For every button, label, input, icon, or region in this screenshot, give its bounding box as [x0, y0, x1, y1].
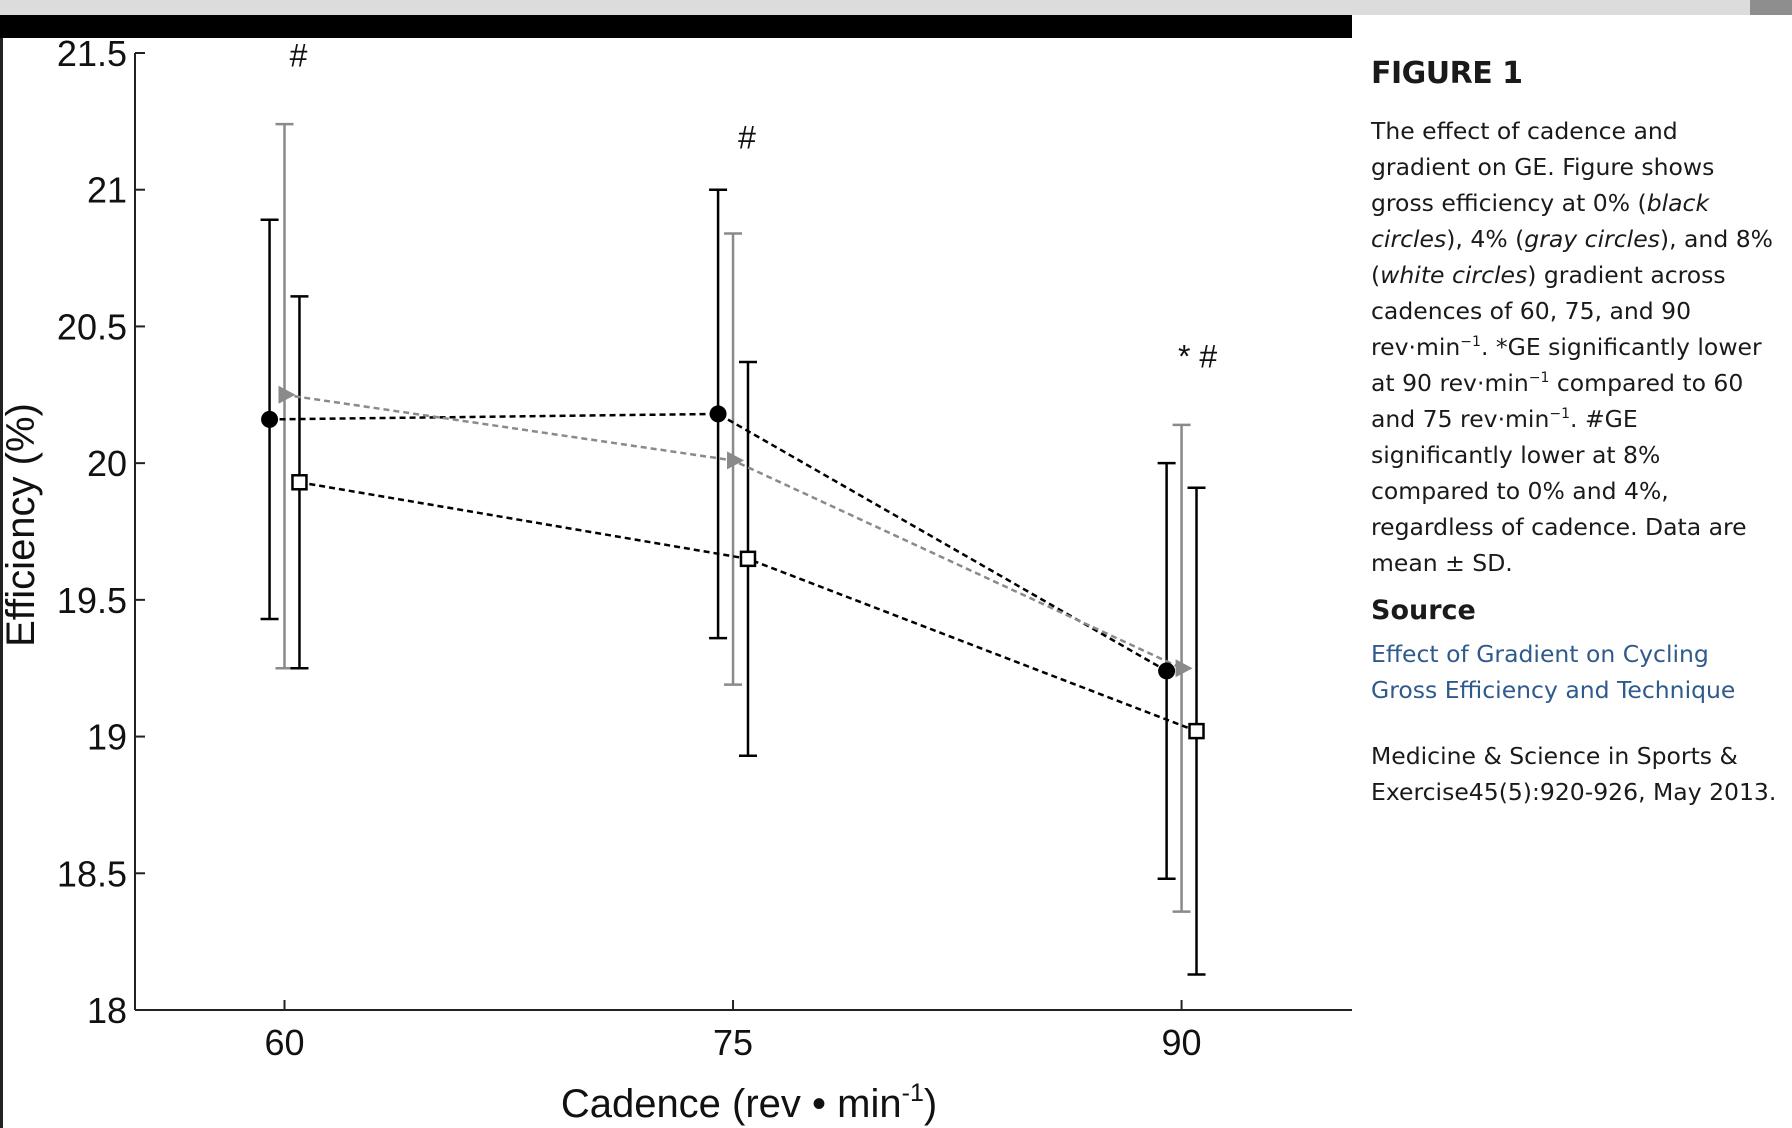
chart-annotations: # # * #: [290, 38, 1218, 375]
chart-markers: [261, 385, 1205, 740]
y-axis-label: Efficiency (%): [0, 403, 43, 647]
image-left-border: [0, 38, 3, 1128]
y-tick-label: 19.5: [57, 580, 127, 621]
image-top-bar: [0, 15, 1352, 38]
y-tick-label: 20: [87, 443, 127, 484]
x-tick-label: 90: [1162, 1022, 1202, 1063]
source-heading: Source: [1371, 595, 1476, 626]
caption-part: The effect of cadence and gradient on GE…: [1371, 117, 1715, 217]
y-tick-label: 18: [87, 990, 127, 1031]
chart-axes: 18 18.5 19 19.5 20 20.5 21 21.5 60 75 90: [57, 33, 1352, 1063]
x-axis-label-sup: -1: [902, 1079, 924, 1107]
caption-italic: black circles: [1371, 189, 1710, 253]
data-point-triangle: [1175, 659, 1193, 678]
top-strip: [0, 0, 1792, 15]
scroll-corner[interactable]: [1750, 0, 1792, 15]
x-tick-label: 75: [713, 1022, 753, 1063]
x-tick-label: 60: [264, 1022, 304, 1063]
data-point-square: [291, 474, 308, 491]
figure-caption: FIGURE 1 The effect of cadence and gradi…: [1371, 56, 1781, 810]
y-tick-label: 21: [87, 170, 127, 211]
efficiency-chart: 18 18.5 19 19.5 20 20.5 21 21.5 60 75 90 # # * # Eff…: [0, 33, 1352, 1126]
caption-text: The effect of cadence and gradient on GE…: [1371, 113, 1781, 581]
y-tick-label: 19: [87, 717, 127, 758]
x-axis-label: Cadence (rev • min-1): [561, 1079, 937, 1126]
data-point-circle: [261, 410, 279, 428]
caption-part: ), 4% (: [1446, 225, 1525, 253]
series-line: [269, 412, 1168, 673]
data-point-circle: [709, 405, 727, 423]
x-axis-label-end: ): [924, 1082, 937, 1126]
caption-sup: −1: [1549, 406, 1570, 422]
y-tick-label: 21.5: [57, 33, 127, 74]
significance-annotation: #: [738, 120, 756, 156]
data-point-square: [1188, 722, 1205, 740]
significance-annotation: #: [290, 38, 308, 74]
figure-label: FIGURE 1: [1371, 56, 1523, 91]
figure-image: [0, 15, 1352, 1128]
caption-part: ), and 8% (: [1371, 225, 1773, 289]
caption-italic: white circles: [1380, 261, 1528, 289]
y-tick-label: 18.5: [57, 853, 127, 894]
significance-annotation: * #: [1178, 338, 1217, 374]
data-point-triangle: [727, 451, 745, 470]
data-point-square: [739, 550, 757, 568]
caption-part: compared to 60 and 75 rev·min: [1371, 369, 1744, 433]
caption-italic: gray circles: [1524, 225, 1660, 253]
data-point-triangle: [278, 385, 296, 404]
caption-part: . #GE significantly lower at 8% compared…: [1371, 405, 1747, 577]
caption-part: ) gradient across cadences of 60, 75, an…: [1371, 261, 1726, 361]
caption-sup: −1: [1528, 370, 1550, 386]
caption-sup: −1: [1460, 334, 1481, 350]
x-axis-label-main: Cadence (rev • min: [561, 1082, 902, 1126]
data-point-circle: [1158, 662, 1176, 680]
citation-text: Medicine & Science in Sports & Exercise4…: [1371, 742, 1777, 806]
caption-part: . *GE significantly lower at 90 rev·min: [1371, 333, 1762, 397]
y-tick-label: 20.5: [57, 306, 127, 347]
chart-error-bars: [260, 122, 1206, 976]
source-article-link[interactable]: Effect of Gradient on Cycling Gross Effi…: [1371, 640, 1736, 704]
